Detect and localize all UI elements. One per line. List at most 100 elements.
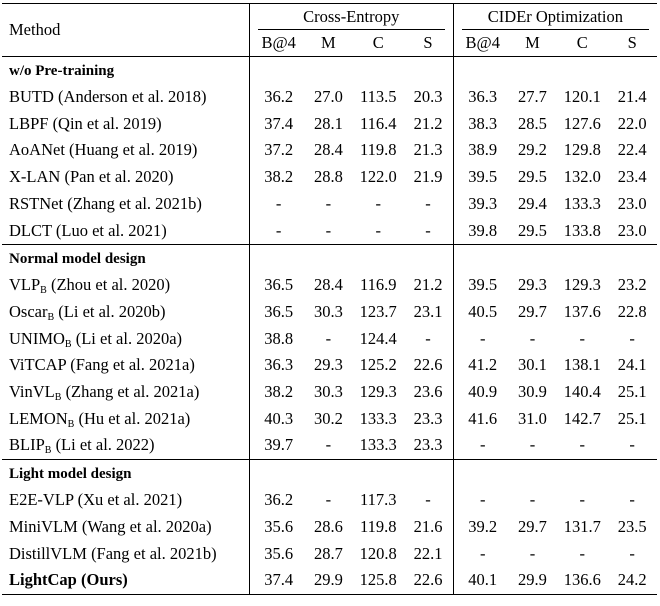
header-row-groups: Method Cross-Entropy CIDEr Optimization	[2, 3, 657, 57]
value-cell: -	[248, 217, 304, 245]
value-cell: 38.9	[452, 137, 508, 165]
value-cell: 36.2	[248, 84, 304, 111]
value-cell: 27.7	[518, 87, 547, 106]
metric-header: C	[576, 33, 588, 52]
value-cell: 36.3	[248, 352, 304, 380]
empty-cell	[248, 56, 304, 84]
value-cell: 41.6	[452, 405, 508, 433]
header-row-metrics: B@4 M C S B@4 M C S	[2, 30, 657, 57]
empty-cell	[557, 56, 608, 84]
value-cell: 123.7	[359, 301, 397, 321]
empty-cell	[353, 56, 404, 84]
value-cell: -	[529, 435, 536, 455]
value-cell: 133.3	[359, 435, 397, 455]
value-cell: -	[248, 190, 304, 218]
value-cell: 29.5	[518, 220, 547, 240]
value-cell: 39.5	[452, 164, 508, 191]
value-cell: 124.4	[359, 328, 397, 348]
value-cell: 30.3	[313, 301, 343, 321]
value-cell: -	[629, 543, 635, 563]
method-cell: BLIPB (Li et al. 2022)	[2, 432, 249, 459]
method-name: AoANet	[9, 140, 65, 160]
method-citation: (Qin et al. 2019)	[48, 113, 162, 133]
empty-cell	[452, 459, 508, 488]
value-cell: 40.3	[248, 405, 304, 433]
value-cell: 116.9	[359, 275, 397, 295]
value-cell: 27.0	[313, 87, 343, 106]
group-header-cider-label: CIDEr Optimization	[487, 7, 623, 26]
section-header-row: w/o Pre-training	[2, 56, 657, 84]
method-cell: LEMONB (Hu et al. 2021a)	[2, 406, 249, 433]
method-subscript: B	[44, 445, 52, 457]
value-cell: 125.8	[353, 567, 404, 595]
value-cell: 132.0	[563, 167, 601, 187]
method-name: RSTNet	[9, 193, 64, 213]
method-citation: (Zhang et al. 2021b)	[63, 193, 202, 213]
group-underline	[461, 29, 649, 30]
value-cell: 23.5	[617, 516, 647, 536]
value-cell: -	[325, 490, 332, 510]
group-underline	[257, 29, 445, 30]
empty-cell	[248, 244, 304, 273]
value-cell: 28.7	[313, 543, 343, 563]
value-cell: 22.0	[617, 113, 647, 133]
value-cell: 21.3	[413, 140, 443, 160]
value-cell: 25.1	[617, 408, 647, 428]
value-cell: -	[425, 220, 431, 240]
value-cell: 23.1	[413, 301, 443, 321]
value-cell: 39.5	[452, 272, 508, 299]
value-cell: 36.5	[248, 298, 304, 326]
value-cell: 38.2	[248, 379, 304, 406]
value-cell: 131.7	[563, 516, 601, 536]
table-row: BUTD (Anderson et al. 2018) 36.2 27.0 113.5…	[2, 84, 657, 111]
value-cell: -	[425, 490, 431, 510]
method-name: E2E-VLP	[9, 490, 74, 510]
value-cell: -	[325, 220, 332, 240]
empty-cell	[248, 459, 304, 488]
value-cell: 133.3	[359, 408, 397, 428]
value-cell: 120.1	[563, 87, 601, 106]
method-cell: LightCap (Ours)	[2, 567, 250, 595]
method-name: Oscar	[9, 301, 48, 321]
section-label-cell: Light model design	[2, 459, 250, 488]
value-cell: 39.7	[248, 432, 304, 460]
table-row: LEMONB (Hu et al. 2021a) 40.3 30.2 133.3 23.…	[2, 405, 657, 433]
value-cell: -	[629, 490, 635, 510]
method-cell: LBPF (Qin et al. 2019)	[2, 111, 249, 138]
method-citation: (Ours)	[76, 570, 128, 590]
value-cell: 133.3	[563, 193, 601, 213]
method-name: DLCT	[9, 220, 52, 240]
method-cell: RSTNet (Zhang et al. 2021b)	[2, 191, 249, 218]
method-name: UNIMO	[9, 328, 65, 348]
method-citation: (Huang et al. 2019)	[64, 140, 198, 160]
value-cell: 30.3	[313, 382, 343, 402]
table-row: AoANet (Huang et al. 2019) 37.2 28.4 119.8 2…	[2, 137, 657, 165]
value-cell: -	[629, 435, 635, 455]
table-row: UNIMOB (Li et al. 2020a) 38.8-124.4- - - - -	[2, 325, 657, 353]
table-row: DLCT (Luo et al. 2021) - - - -39.8 29.5 133.8 2…	[2, 217, 657, 245]
method-subscript: B	[54, 392, 62, 404]
value-cell: 38.3	[452, 110, 508, 138]
method-citation: (Fang et al. 2021b)	[86, 543, 217, 563]
value-cell: -	[579, 543, 586, 563]
method-citation: (Li et al. 2022)	[51, 435, 155, 455]
empty-cell	[452, 56, 508, 84]
method-subscript: B	[40, 285, 47, 297]
empty-cell	[607, 244, 657, 273]
value-cell: 116.4	[359, 113, 397, 133]
value-cell: -	[579, 328, 586, 348]
empty-cell	[557, 459, 608, 488]
value-cell: 37.2	[248, 137, 304, 165]
value-cell: 137.6	[563, 301, 601, 321]
method-name: X-LAN	[9, 167, 61, 187]
value-cell: 41.2	[452, 352, 508, 380]
method-cell: DistillVLM (Fang et al. 2021b)	[2, 541, 249, 568]
value-cell: 120.8	[359, 543, 397, 563]
value-cell: 23.2	[617, 275, 647, 295]
method-citation: (Wang et al. 2020a)	[77, 516, 212, 536]
value-cell: 23.3	[413, 435, 443, 455]
value-cell: -	[452, 487, 508, 514]
value-cell: 39.8	[452, 217, 508, 245]
results-table: Method Cross-Entropy CIDEr Optimization …	[2, 3, 657, 595]
